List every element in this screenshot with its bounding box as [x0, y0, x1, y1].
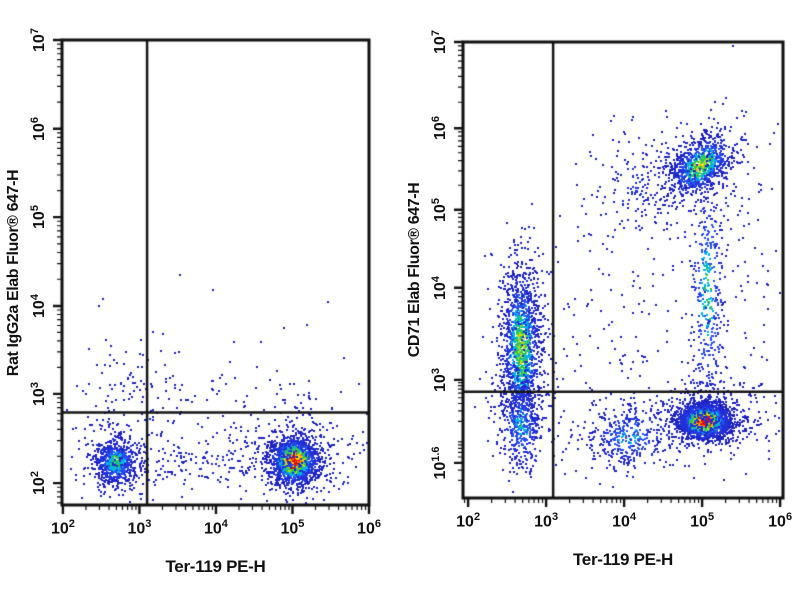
density-scatter-canvas [0, 0, 804, 600]
flow-cytometry-figure: Rat IgG2a Elab Fluor® 647-H CD71 Elab Fl… [0, 0, 804, 600]
